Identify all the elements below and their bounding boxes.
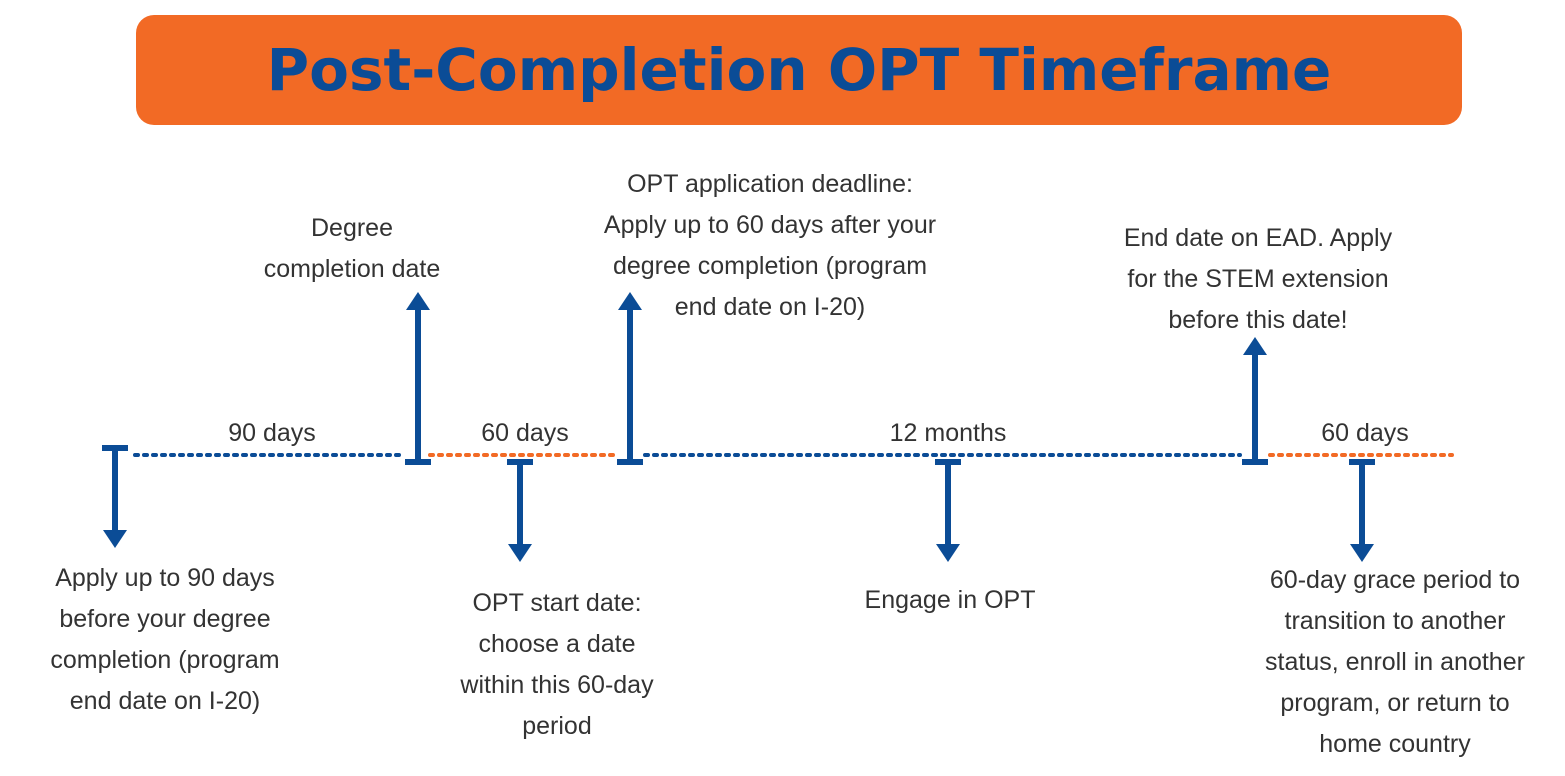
marker-label-line: before this date! bbox=[1168, 306, 1347, 334]
marker-label-line: status, enroll in another bbox=[1265, 648, 1525, 676]
marker-label-line: 60-day grace period to bbox=[1270, 566, 1520, 594]
period-label: 12 months bbox=[890, 419, 1007, 447]
title-banner: Post-Completion OPT Timeframe bbox=[136, 15, 1462, 125]
period-label: 90 days bbox=[228, 419, 316, 447]
marker-label-line: degree completion (program bbox=[613, 252, 927, 280]
marker-label-line: completion date bbox=[264, 255, 441, 283]
marker-label-line: period bbox=[522, 712, 592, 740]
arrow-up-icon bbox=[1243, 337, 1267, 355]
arrow-down-icon bbox=[936, 544, 960, 562]
marker-label-line: OPT application deadline: bbox=[627, 170, 913, 198]
marker-label-line: OPT start date: bbox=[472, 589, 641, 617]
marker-label-line: Apply up to 90 days bbox=[55, 564, 275, 592]
marker-label-line: Apply up to 60 days after your bbox=[604, 211, 936, 239]
marker-label-line: End date on EAD. Apply bbox=[1124, 224, 1393, 252]
marker-label-line: completion (program bbox=[50, 646, 279, 674]
arrow-down-icon bbox=[103, 530, 127, 548]
arrow-down-icon bbox=[508, 544, 532, 562]
period-label: 60 days bbox=[1321, 419, 1409, 447]
page-title: Post-Completion OPT Timeframe bbox=[266, 36, 1332, 104]
marker-label-line: within this 60-day bbox=[459, 671, 654, 699]
marker-label-line: before your degree bbox=[59, 605, 270, 633]
marker-label-line: end date on I-20) bbox=[675, 293, 865, 321]
marker-label-line: choose a date bbox=[478, 630, 635, 658]
marker-label-line: for the STEM extension bbox=[1127, 265, 1388, 293]
arrow-up-icon bbox=[618, 292, 642, 310]
arrow-up-icon bbox=[406, 292, 430, 310]
arrow-down-icon bbox=[1350, 544, 1374, 562]
marker-label-line: end date on I-20) bbox=[70, 687, 260, 715]
marker-label-line: Engage in OPT bbox=[865, 586, 1036, 614]
marker-label-line: Degree bbox=[311, 214, 393, 242]
marker-label-line: home country bbox=[1319, 730, 1471, 758]
marker-label-line: transition to another bbox=[1285, 607, 1506, 635]
marker-label-line: program, or return to bbox=[1280, 689, 1509, 717]
period-label: 60 days bbox=[481, 419, 569, 447]
